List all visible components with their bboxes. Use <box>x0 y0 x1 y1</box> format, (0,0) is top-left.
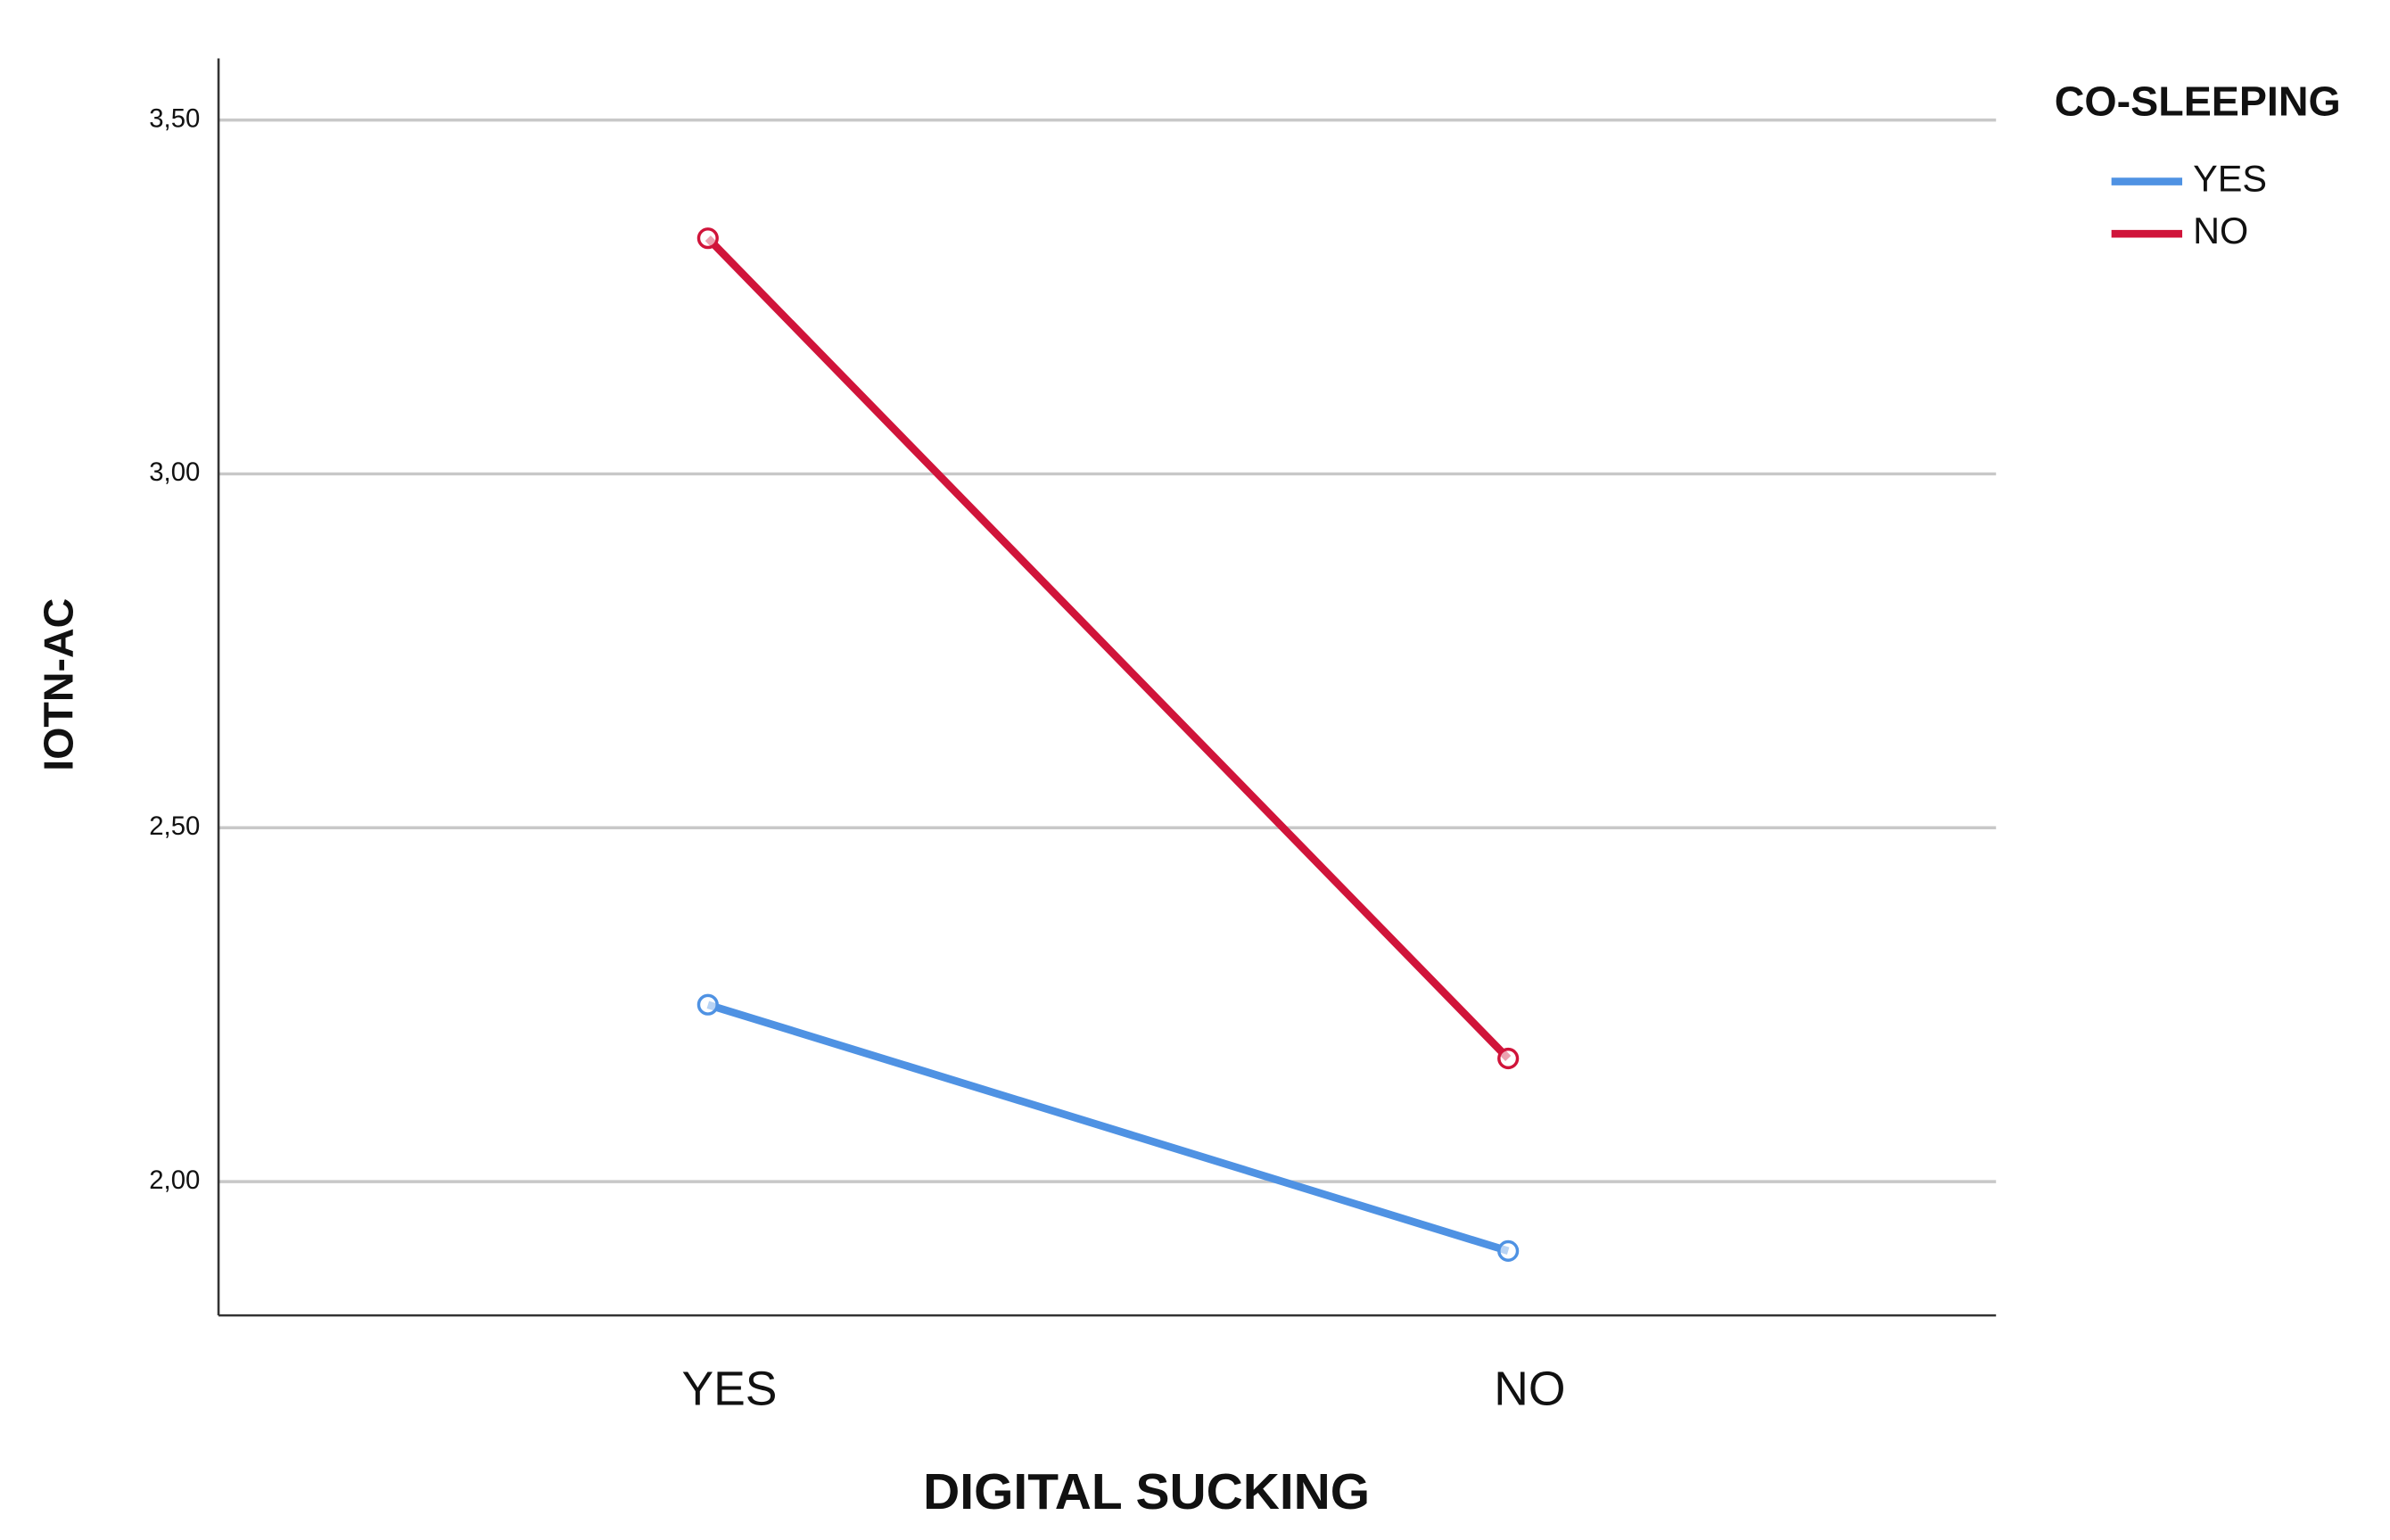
legend-label: YES <box>2193 159 2267 200</box>
series-line <box>705 235 1512 1062</box>
point <box>1497 1047 1520 1070</box>
y-tick-label: 3,00 <box>149 457 200 487</box>
legend-label: NO <box>2193 210 2248 251</box>
y-axis-title: IOTN-AC <box>35 598 81 771</box>
x-tick-label: NO <box>1494 1363 1565 1416</box>
point <box>1497 1239 1520 1262</box>
x-tick-label: YES <box>681 1363 777 1416</box>
point <box>696 993 719 1016</box>
y-tick-label: 2,00 <box>149 1165 200 1195</box>
y-tick-label: 3,50 <box>149 103 200 133</box>
series-line <box>706 1001 1510 1256</box>
point <box>696 227 719 250</box>
legend-title: CO-SLEEPING <box>2055 78 2341 125</box>
x-axis-title: DIGITAL SUCKING <box>923 1463 1370 1520</box>
y-tick-label: 2,50 <box>149 811 200 841</box>
